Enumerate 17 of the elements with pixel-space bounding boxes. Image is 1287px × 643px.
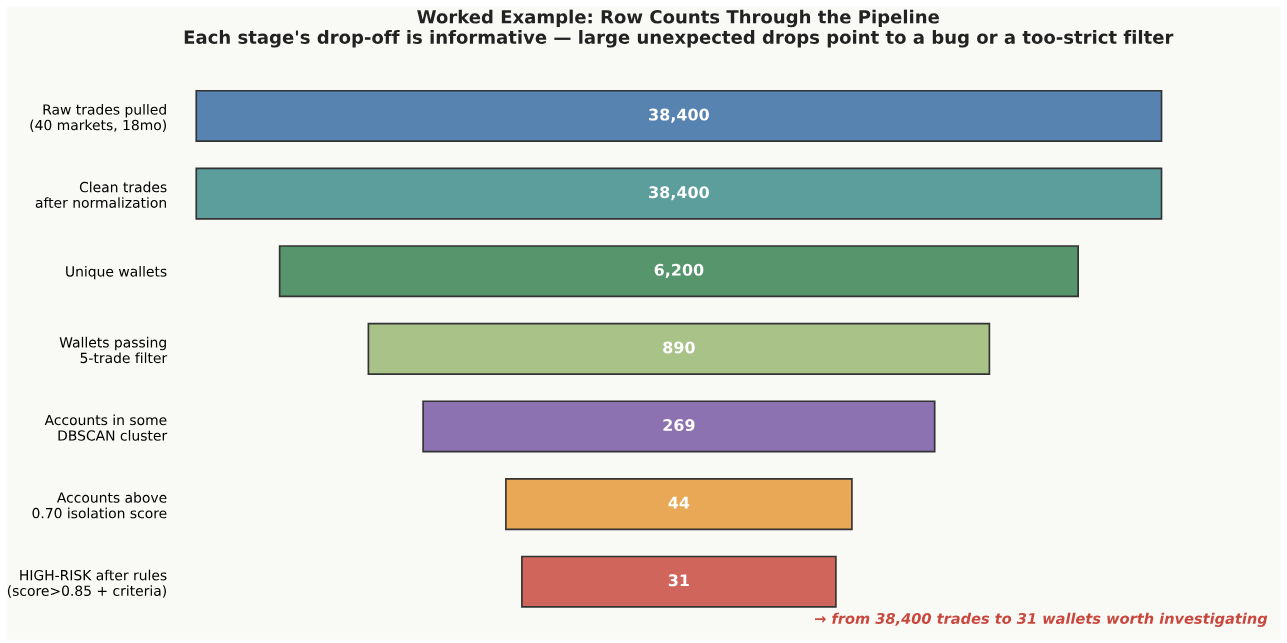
category-label: Accounts above 0.70 isolation score (32, 492, 167, 519)
category-label: Wallets passing 5-trade filter (59, 336, 168, 364)
data-label: 44 (668, 496, 690, 509)
category-label: Accounts in some DBSCAN cluster (44, 414, 168, 441)
data-label: 890 (663, 341, 695, 354)
data-label: 31 (668, 574, 689, 587)
category-label: HIGH-RISK after rules (score>0.85 + criteria) (7, 569, 167, 598)
category-label: Raw trades pulled (40 markets, 18mo) (30, 103, 166, 132)
data-label: 6,200 (654, 263, 704, 278)
data-label: 38,400 (649, 186, 709, 201)
data-label: 269 (663, 419, 695, 432)
text: Worked Example: Row Counts Through the Pipeline (417, 9, 939, 28)
category-label: Unique wallets (66, 265, 167, 280)
category-label: Clean trades after normalization (35, 181, 167, 208)
text: → from 38,400 trades to 31 wallets worth investigating (814, 612, 1268, 627)
data-label: 38,400 (649, 108, 709, 123)
text: Each stage's drop-off is informative — large unexpected drops point to a bug or a too-strict filter (184, 30, 1174, 48)
